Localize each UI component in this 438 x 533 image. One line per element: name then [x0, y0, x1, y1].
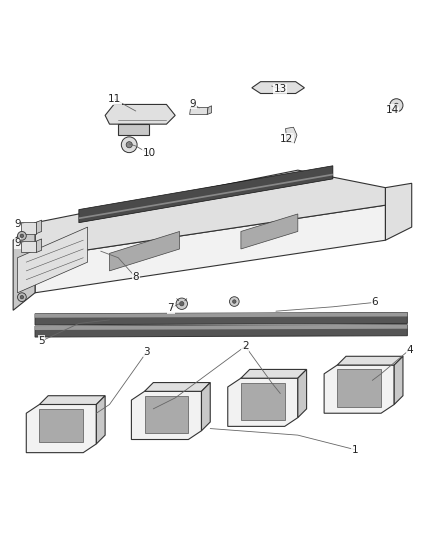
Circle shape	[20, 295, 24, 299]
Circle shape	[180, 302, 184, 306]
Text: 3: 3	[143, 347, 150, 357]
Text: 9: 9	[14, 238, 21, 248]
Circle shape	[230, 297, 239, 306]
Polygon shape	[298, 369, 307, 418]
Polygon shape	[36, 239, 42, 253]
Circle shape	[176, 298, 187, 310]
Polygon shape	[131, 391, 201, 440]
Text: 7: 7	[167, 303, 174, 313]
Text: 2: 2	[242, 341, 249, 351]
Text: 6: 6	[371, 297, 378, 308]
Circle shape	[390, 99, 403, 112]
Polygon shape	[228, 378, 298, 426]
Polygon shape	[324, 365, 394, 413]
Polygon shape	[35, 170, 385, 258]
Text: 13: 13	[274, 84, 287, 94]
Polygon shape	[21, 222, 36, 233]
Text: 14: 14	[385, 104, 399, 115]
Polygon shape	[35, 325, 407, 330]
Polygon shape	[35, 205, 385, 293]
Circle shape	[18, 231, 26, 240]
Text: 5: 5	[38, 336, 45, 346]
Text: 10: 10	[142, 149, 155, 158]
Polygon shape	[118, 124, 149, 135]
Polygon shape	[35, 312, 407, 318]
Circle shape	[233, 300, 236, 303]
Polygon shape	[145, 395, 188, 433]
Polygon shape	[286, 127, 297, 143]
Polygon shape	[337, 356, 403, 365]
Polygon shape	[241, 383, 285, 420]
Polygon shape	[39, 409, 83, 442]
Text: 8: 8	[132, 272, 139, 282]
Polygon shape	[96, 395, 105, 444]
Text: 11: 11	[108, 94, 121, 104]
Polygon shape	[105, 104, 175, 124]
Polygon shape	[79, 174, 333, 219]
Polygon shape	[18, 227, 88, 293]
Polygon shape	[190, 108, 208, 115]
Polygon shape	[35, 325, 407, 337]
Polygon shape	[394, 356, 403, 405]
Circle shape	[394, 103, 399, 108]
Text: 9: 9	[14, 219, 21, 229]
Circle shape	[18, 293, 26, 302]
Circle shape	[121, 137, 137, 152]
Text: 1: 1	[351, 445, 358, 455]
Text: 12: 12	[280, 134, 293, 143]
Polygon shape	[385, 183, 412, 240]
Polygon shape	[36, 220, 42, 233]
Text: 9: 9	[189, 99, 196, 109]
Polygon shape	[35, 312, 407, 325]
Polygon shape	[39, 395, 105, 405]
Polygon shape	[79, 166, 333, 223]
Polygon shape	[337, 369, 381, 407]
Polygon shape	[110, 231, 180, 271]
Circle shape	[20, 234, 24, 238]
Polygon shape	[207, 106, 212, 115]
Polygon shape	[241, 214, 298, 249]
Polygon shape	[241, 369, 307, 378]
Polygon shape	[21, 241, 36, 253]
Circle shape	[126, 142, 132, 148]
Polygon shape	[26, 405, 96, 453]
Polygon shape	[252, 82, 304, 93]
Polygon shape	[145, 383, 210, 391]
Polygon shape	[201, 383, 210, 431]
Polygon shape	[13, 223, 35, 310]
Text: 4: 4	[406, 345, 413, 355]
